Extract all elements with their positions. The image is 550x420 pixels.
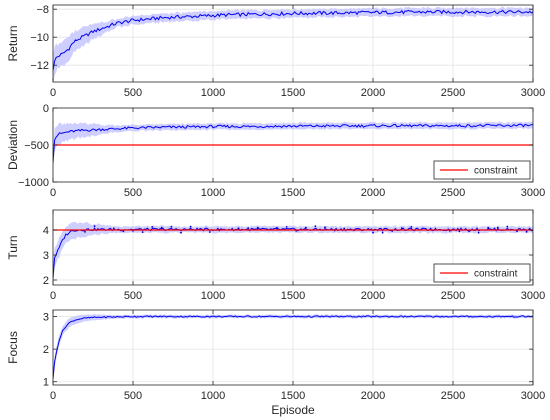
x-tick-label: 2000 bbox=[361, 187, 385, 199]
sample-point bbox=[112, 227, 115, 230]
legend: constraint bbox=[433, 263, 531, 283]
mean-line bbox=[53, 315, 533, 379]
x-tick-label: 1000 bbox=[201, 290, 225, 302]
sample-point bbox=[189, 225, 192, 228]
y-tick-label: −500 bbox=[24, 140, 49, 152]
x-tick-label: 0 bbox=[50, 187, 56, 199]
sample-point bbox=[324, 226, 326, 229]
y-axis-label: Deviation bbox=[6, 120, 20, 170]
x-tick-label: 500 bbox=[124, 187, 142, 199]
sample-point bbox=[304, 226, 307, 229]
sample-point bbox=[400, 227, 403, 230]
legend: constraint bbox=[433, 160, 531, 180]
sample-point bbox=[458, 230, 461, 233]
subplot-return: 0 500 1000 1500 2000 2500 3000 −12 −10 −8 Return bbox=[6, 4, 545, 99]
sample-point bbox=[160, 226, 163, 229]
sample-point bbox=[477, 231, 480, 234]
y-tick-label: 0 bbox=[43, 103, 49, 115]
sample-point bbox=[525, 230, 528, 233]
legend-label: constraint bbox=[474, 269, 518, 280]
sample-point bbox=[343, 227, 346, 230]
x-tick-label: 0 bbox=[50, 87, 56, 99]
y-axis-label: Focus bbox=[6, 331, 20, 364]
x-tick-label: 1000 bbox=[201, 187, 225, 199]
sample-point bbox=[208, 231, 211, 233]
sample-point bbox=[180, 231, 182, 234]
x-tick-label: 1500 bbox=[281, 390, 305, 402]
sample-point bbox=[237, 227, 240, 230]
x-tick-label: 1500 bbox=[281, 87, 305, 99]
y-tick-label: 3 bbox=[43, 312, 49, 324]
sample-point bbox=[170, 225, 173, 228]
x-tick-label: 500 bbox=[124, 390, 142, 402]
sample-point bbox=[410, 226, 413, 228]
sample-point bbox=[429, 227, 432, 230]
sample-point bbox=[516, 230, 518, 233]
x-tick-label: 2000 bbox=[361, 87, 385, 99]
y-axis-label: Return bbox=[6, 25, 20, 61]
x-tick-label: 500 bbox=[124, 290, 142, 302]
x-tick-label: 3000 bbox=[521, 290, 545, 302]
sample-point bbox=[372, 231, 374, 234]
x-tick-label: 1500 bbox=[281, 290, 305, 302]
sample-point bbox=[199, 228, 202, 230]
confidence-band bbox=[53, 221, 533, 285]
y-tick-label: 1 bbox=[43, 377, 49, 389]
x-tick-label: 2000 bbox=[361, 390, 385, 402]
y-tick-label: 4 bbox=[43, 225, 49, 237]
sample-point bbox=[381, 231, 384, 234]
sample-point bbox=[487, 226, 490, 229]
y-tick-label: 2 bbox=[43, 344, 49, 356]
sample-point bbox=[314, 225, 317, 228]
sample-point bbox=[496, 226, 499, 229]
subplot-focus: 0 500 1000 1500 2000 2500 3000 1 2 3 Focus Episode bbox=[6, 309, 545, 417]
legend-label: constraint bbox=[474, 166, 518, 177]
sample-point bbox=[256, 226, 259, 229]
y-tick-label: 2 bbox=[43, 275, 49, 287]
sample-point bbox=[276, 226, 278, 229]
confidence-band bbox=[53, 6, 533, 82]
mean-line bbox=[53, 9, 533, 71]
y-tick-label: 3 bbox=[43, 250, 49, 262]
x-tick-label: 3000 bbox=[521, 390, 545, 402]
sample-point bbox=[285, 226, 288, 228]
legend-box bbox=[433, 263, 531, 283]
x-tick-label: 2500 bbox=[441, 87, 465, 99]
sample-point bbox=[506, 225, 509, 228]
mean-line bbox=[53, 123, 533, 163]
sample-point bbox=[247, 227, 250, 230]
sample-point bbox=[151, 226, 154, 228]
y-axis-label: Turn bbox=[6, 235, 20, 259]
x-tick-label: 1500 bbox=[281, 187, 305, 199]
subplot-deviation: 0 500 1000 1500 2000 2500 3000 −1000 −500 0 Deviat… bbox=[6, 103, 545, 199]
y-tick-label: −10 bbox=[30, 32, 49, 44]
x-tick-label: 2500 bbox=[441, 290, 465, 302]
legend-box bbox=[433, 160, 531, 180]
x-axis-label: Episode bbox=[271, 403, 315, 417]
x-tick-label: 0 bbox=[50, 390, 56, 402]
y-tick-label: −8 bbox=[36, 4, 49, 16]
subplot-turn: 0 500 1000 1500 2000 2500 3000 2 3 4 Turn constrain… bbox=[6, 209, 545, 302]
confidence-band bbox=[53, 121, 533, 172]
sample-point bbox=[84, 231, 86, 233]
x-tick-label: 3000 bbox=[521, 87, 545, 99]
sample-point bbox=[122, 230, 125, 233]
y-tick-label: −1000 bbox=[18, 177, 49, 189]
sample-point bbox=[93, 225, 96, 228]
x-tick-label: 500 bbox=[124, 87, 142, 99]
x-tick-label: 1000 bbox=[201, 390, 225, 402]
x-tick-label: 2500 bbox=[441, 187, 465, 199]
x-tick-label: 0 bbox=[50, 290, 56, 302]
x-tick-label: 2500 bbox=[441, 390, 465, 402]
x-tick-label: 3000 bbox=[521, 187, 545, 199]
sample-point bbox=[141, 231, 144, 234]
x-tick-label: 2000 bbox=[361, 290, 385, 302]
sample-point bbox=[468, 230, 470, 233]
y-tick-label: −12 bbox=[30, 60, 49, 72]
x-tick-label: 1000 bbox=[201, 87, 225, 99]
